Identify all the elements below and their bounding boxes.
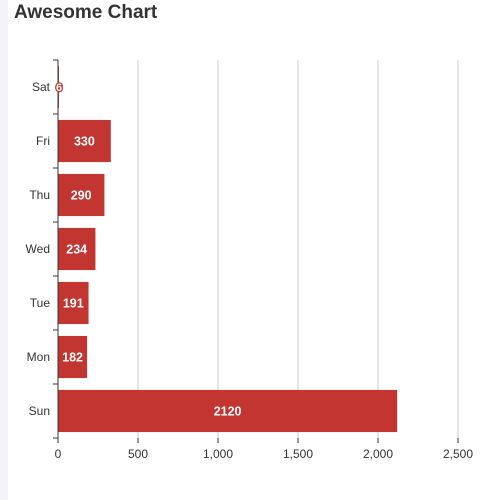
x-tick-label: 500: [128, 447, 148, 461]
y-tick-label: Wed: [26, 242, 50, 256]
x-tick-label: 1,500: [283, 447, 313, 461]
y-tick-label: Sat: [32, 80, 51, 94]
data-label: 2120: [214, 405, 242, 419]
x-tick-label: 0: [55, 447, 62, 461]
chart-title: Awesome Chart: [14, 2, 158, 23]
bar-wed: [58, 227, 96, 271]
bar-mon: [58, 335, 88, 379]
y-tick-label: Fri: [36, 134, 50, 148]
x-tick-label: 1,000: [203, 447, 233, 461]
x-tick-label: 2,500: [443, 447, 473, 461]
data-label: 182: [62, 351, 83, 365]
data-label: 234: [66, 243, 87, 257]
data-label: 330: [74, 135, 95, 149]
x-tick-label: 2,000: [363, 447, 393, 461]
bar-tue: [58, 281, 89, 325]
y-tick-label: Tue: [30, 296, 51, 310]
data-label: 6: [56, 82, 62, 94]
y-tick-label: Mon: [27, 350, 50, 364]
data-label: 290: [71, 189, 92, 203]
bar-fri: [58, 119, 111, 163]
y-tick-label: Thu: [29, 188, 50, 202]
bar-thu: [58, 173, 105, 217]
bar-sun: [58, 389, 398, 433]
y-tick-label: Sun: [29, 404, 50, 418]
data-label: 191: [63, 297, 84, 311]
